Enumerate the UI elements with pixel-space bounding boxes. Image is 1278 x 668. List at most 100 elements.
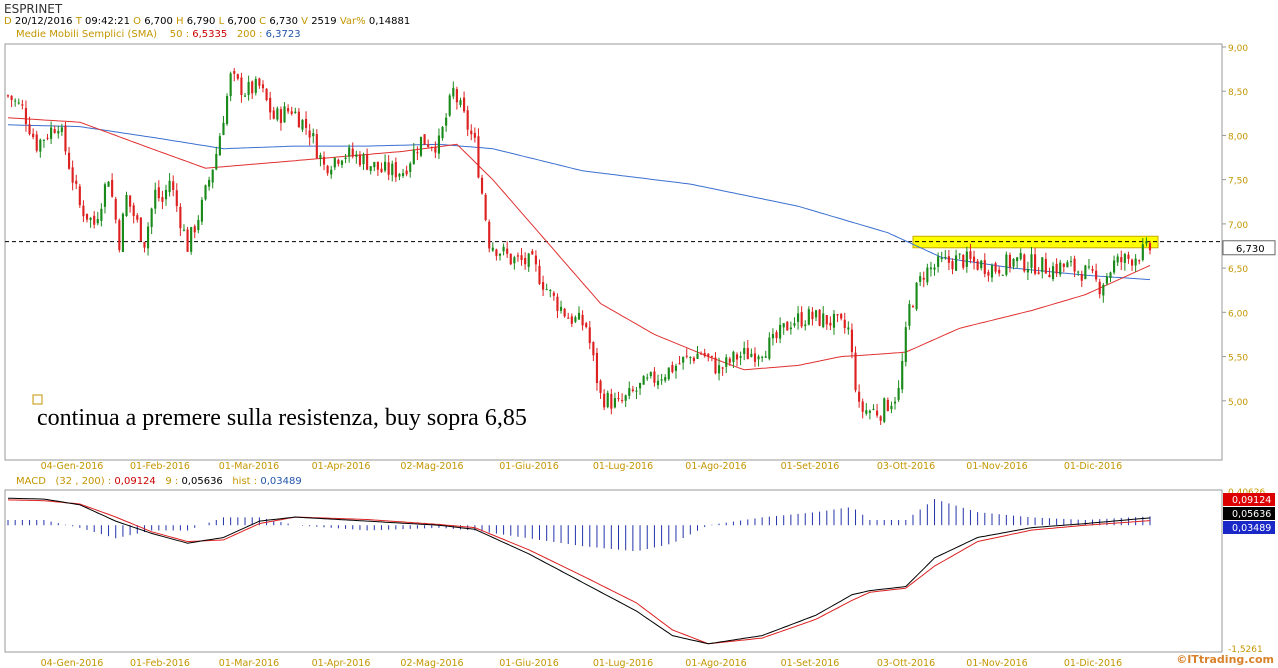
candle-body [757, 356, 760, 360]
candle-body [272, 110, 275, 119]
candle [911, 304, 915, 308]
candle [642, 375, 645, 385]
sma50-value: 6,5335 [192, 29, 228, 40]
candle-body [240, 77, 243, 96]
last-price-box [1222, 240, 1276, 256]
macd-header: MACD (32 , 200) : 0,09124 9 : 0,05636 hi… [16, 476, 302, 487]
candle [753, 347, 757, 367]
y-tick-label: 8,50 [1228, 88, 1248, 98]
candle-body [998, 269, 1001, 274]
candle [111, 173, 114, 198]
candle [419, 136, 423, 158]
candle-body [405, 170, 408, 175]
candle-body [409, 163, 412, 172]
candle [746, 340, 749, 360]
candle-body [301, 119, 304, 130]
candle-body [1069, 261, 1073, 263]
hist-value-box-label: 0,03489 [1232, 523, 1271, 534]
candle [380, 162, 383, 173]
candle-body [732, 351, 735, 363]
candle-body [624, 395, 627, 401]
candle-body [915, 282, 918, 310]
candle-body [193, 226, 196, 233]
candle-body [60, 127, 63, 132]
candle-body [836, 314, 839, 316]
candle-body [739, 356, 742, 358]
candle-body [502, 246, 505, 252]
candle-body [804, 324, 807, 327]
candle [559, 300, 563, 314]
candle-body [229, 73, 232, 97]
candle-body [1023, 254, 1026, 272]
candle [308, 123, 311, 146]
candle-body [610, 393, 613, 409]
annotation-marker [32, 394, 43, 405]
candle-body [879, 416, 882, 421]
x-tick-label: 01-Set-2016 [781, 461, 840, 472]
candle [225, 93, 229, 126]
candle-body [172, 181, 175, 190]
candle-body [581, 314, 584, 326]
candle [696, 345, 699, 359]
candle-body [893, 401, 897, 404]
candle [502, 243, 505, 256]
candle-body [419, 136, 423, 156]
candle [836, 313, 839, 323]
candle-body [800, 312, 803, 327]
candle-body [1008, 254, 1012, 268]
candle [858, 384, 861, 408]
candle-body [603, 393, 606, 408]
candle-body [1127, 254, 1130, 259]
candle-body [75, 180, 78, 184]
candle [434, 141, 437, 159]
candle [398, 173, 401, 181]
candle [200, 197, 203, 225]
candle-body [1145, 241, 1148, 244]
candle [312, 128, 315, 144]
candle [53, 125, 56, 134]
candle-body [664, 377, 667, 381]
candle-body [595, 352, 599, 384]
candle [373, 161, 376, 172]
candle-body [186, 229, 189, 252]
candle-body [847, 327, 850, 330]
candle [1026, 261, 1029, 281]
candle [1134, 254, 1137, 272]
candle-body [972, 256, 976, 262]
candle [294, 107, 297, 114]
date-value: 20/12/2016 [14, 16, 73, 27]
candle-body [940, 257, 943, 259]
candle-body [53, 129, 56, 133]
candle [1034, 247, 1037, 276]
candle [574, 315, 577, 324]
candle-body [696, 353, 699, 359]
sma-row: Medie Mobili Semplici (SMA) 50 : 6,5335 … [16, 29, 301, 40]
candle-body [64, 125, 67, 152]
candle [139, 216, 142, 242]
x-tick-label: 03-Ott-2016 [877, 461, 935, 472]
candle-body [233, 71, 236, 74]
candle-body [563, 308, 566, 317]
candle [297, 108, 300, 128]
macd-value-box [1223, 493, 1275, 506]
x-tick-label: 01-Feb-2016 [130, 461, 190, 472]
candle-body [1041, 257, 1044, 272]
candle [330, 165, 333, 179]
macd-y-bottom: -1,5261 [1228, 645, 1263, 655]
candle-body [779, 324, 782, 339]
candle [660, 373, 663, 385]
candle [717, 357, 721, 381]
candle-body [398, 173, 401, 177]
candle-body [459, 100, 462, 105]
candle-body [933, 267, 936, 270]
candle [93, 211, 96, 229]
macd-x-tick-label: 01-Apr-2016 [312, 658, 371, 668]
candle [1030, 246, 1033, 274]
candle [369, 166, 372, 175]
candle-body [423, 134, 426, 145]
candle [1077, 270, 1080, 276]
candle-body [786, 321, 789, 331]
candle-body [682, 356, 685, 363]
candle-body [308, 130, 311, 138]
